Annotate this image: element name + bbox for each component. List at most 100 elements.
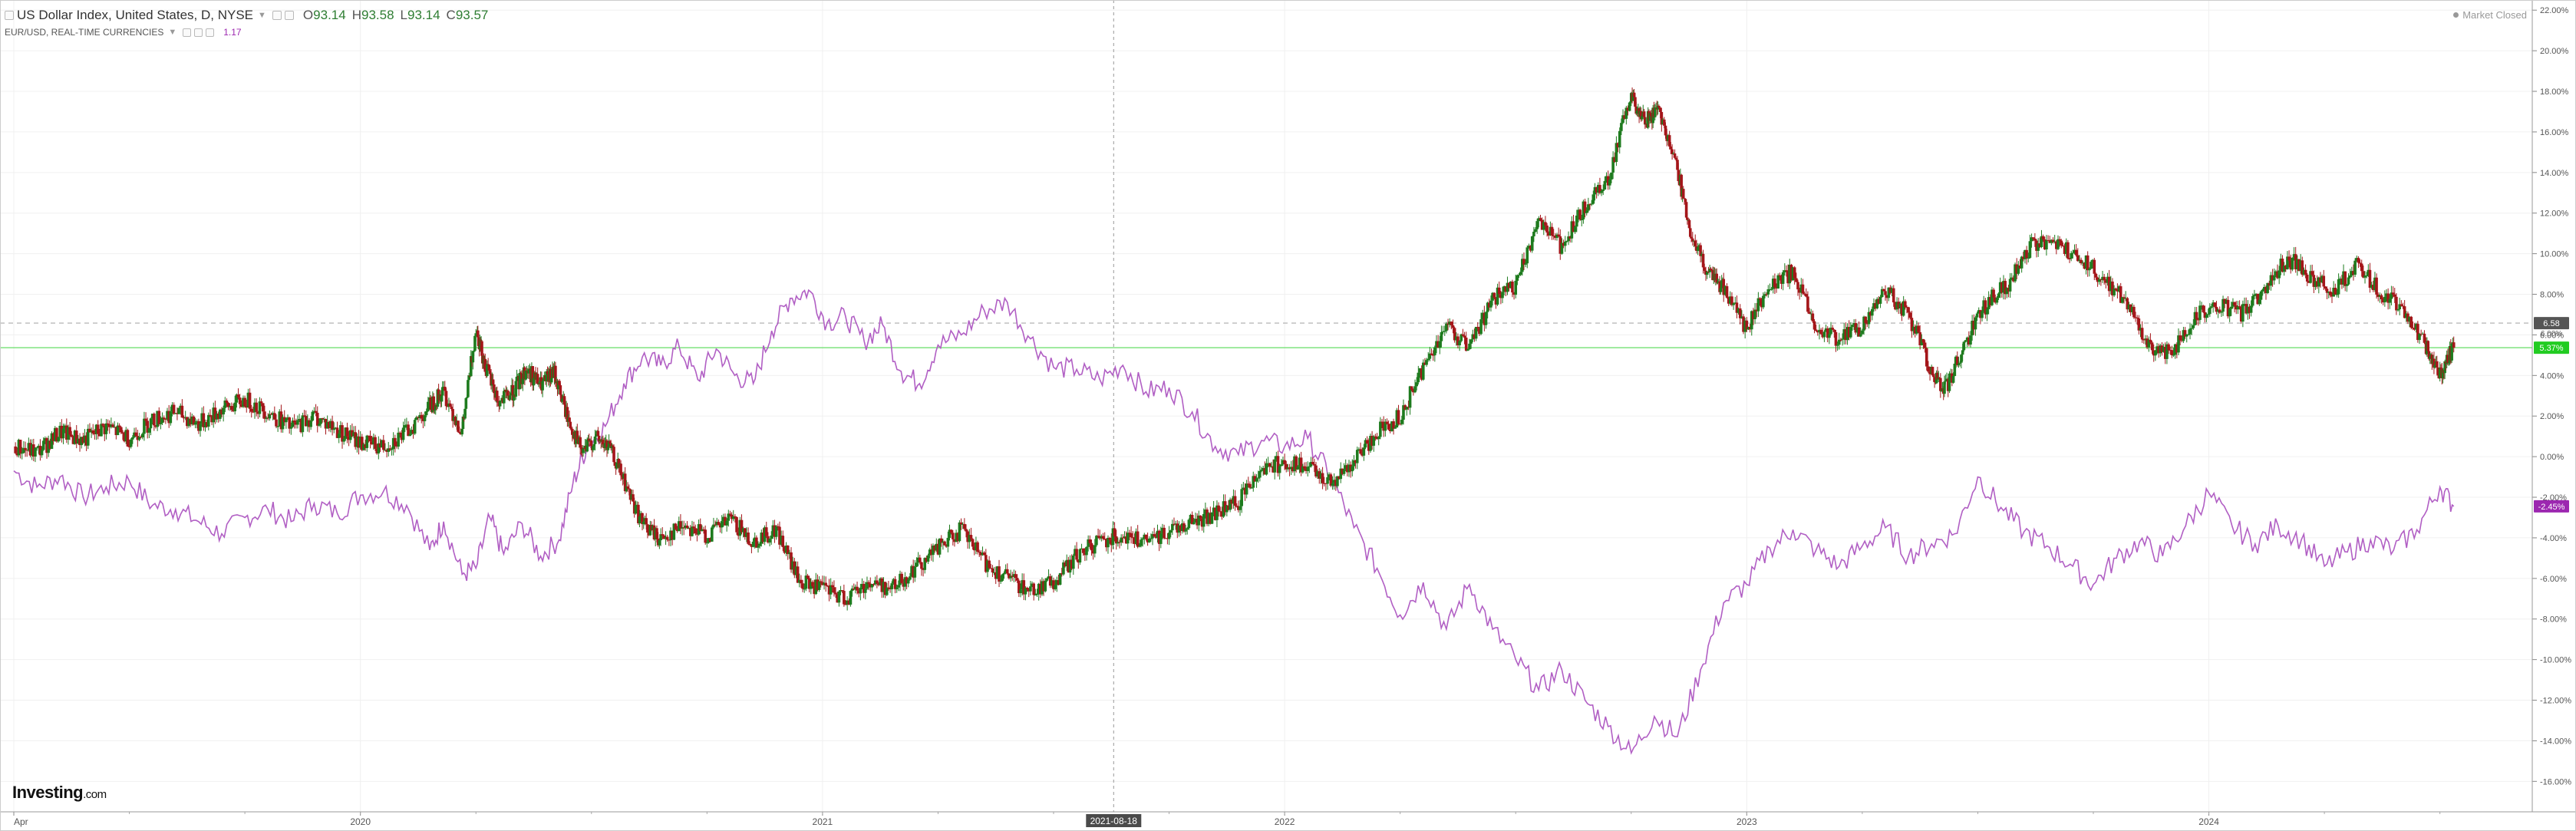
close-label: C — [446, 8, 456, 22]
candle-body — [930, 549, 933, 556]
candle-body — [190, 416, 194, 424]
collapse-legend-icon[interactable] — [5, 11, 14, 20]
settings-icon[interactable] — [194, 28, 203, 37]
candle-body — [411, 430, 415, 434]
candle-body — [1755, 309, 1759, 312]
candle-body — [1915, 325, 1918, 334]
candle-body — [1388, 429, 1392, 432]
candle-body — [781, 536, 785, 547]
candle-body — [731, 516, 735, 519]
candle-body — [275, 419, 278, 427]
settings-icon[interactable] — [284, 11, 294, 20]
last-secondary-label: 6.00% — [2541, 330, 2562, 338]
candle-body — [100, 424, 103, 437]
candle-body — [2027, 257, 2030, 259]
candle-body — [885, 587, 889, 595]
y-tick-label: 14.00% — [2540, 169, 2569, 178]
candle-body — [1549, 226, 1552, 236]
compare-symbol-name[interactable]: EUR/USD, REAL-TIME CURRENCIES — [5, 27, 164, 38]
candle-body — [180, 405, 184, 418]
chevron-down-icon[interactable]: ▼ — [258, 11, 266, 20]
candle-body — [2093, 259, 2096, 274]
candle-body — [1450, 322, 1453, 325]
candle-body — [1334, 480, 1337, 486]
candle-body — [1179, 525, 1182, 531]
candle-body — [129, 439, 133, 447]
candle-body — [2122, 297, 2126, 298]
candle-body — [1202, 513, 1206, 527]
candle-body — [230, 406, 233, 411]
candle-body — [1273, 459, 1277, 473]
candle-body — [1427, 358, 1430, 361]
candle-body — [2371, 285, 2375, 291]
candle-body — [440, 395, 444, 402]
candle-body — [2345, 284, 2349, 286]
candle-body — [2365, 275, 2368, 277]
candle-body — [2101, 276, 2104, 280]
candle-body — [1928, 371, 1931, 374]
candle-body — [702, 529, 705, 530]
candle-body — [1278, 466, 1281, 473]
candle-body — [339, 425, 342, 434]
candle-body — [576, 430, 579, 440]
candle-body — [994, 572, 998, 579]
remove-compare-icon[interactable] — [206, 28, 215, 37]
candle-body — [2423, 333, 2426, 343]
candle-body — [1852, 323, 1855, 325]
market-status-text: Market Closed — [2462, 9, 2527, 21]
candle-body — [856, 586, 859, 591]
candle-body — [1644, 117, 1647, 125]
candle-body — [1438, 341, 1442, 348]
candle-body — [603, 443, 607, 448]
candle-body — [2380, 295, 2383, 300]
visibility-toggle-icon[interactable] — [272, 11, 282, 20]
candle-body — [61, 428, 65, 439]
candle-body — [429, 397, 433, 411]
candle-body — [1598, 185, 1601, 193]
candle-body — [833, 587, 836, 593]
candle-body — [1521, 259, 1524, 272]
candle-body — [1753, 309, 1756, 320]
candle-body — [1801, 284, 1805, 294]
candle-body — [1563, 241, 1567, 246]
candle-body — [403, 425, 407, 428]
candle-body — [830, 585, 834, 588]
candle-body — [1481, 312, 1485, 320]
candle-body — [999, 580, 1002, 582]
candle-body — [1615, 143, 1618, 163]
candle-body — [210, 416, 213, 423]
candle-body — [2182, 330, 2185, 341]
candle-body — [2155, 346, 2159, 351]
candle-body — [786, 546, 790, 555]
candle-body — [1960, 354, 1963, 363]
candle-body — [1955, 356, 1959, 365]
candle-body — [585, 439, 589, 452]
candle-body — [1329, 474, 1333, 486]
candle-body — [2149, 339, 2152, 343]
candle-body — [173, 413, 177, 414]
candle-body — [2276, 271, 2279, 279]
candle-body — [1719, 288, 1723, 292]
candle-body — [1897, 302, 1901, 308]
x-tick-label: 2020 — [350, 816, 371, 827]
candle-body — [956, 533, 960, 542]
symbol-title[interactable]: US Dollar Index, United States, D, NYSE — [17, 8, 254, 22]
candle-body — [1658, 107, 1662, 112]
candle-body — [665, 536, 669, 540]
chevron-down-icon[interactable]: ▼ — [168, 28, 177, 37]
candle-body — [1250, 487, 1253, 489]
candle-body — [925, 558, 928, 562]
candle-body — [1229, 500, 1232, 510]
candle-body — [1328, 474, 1331, 478]
candle-body — [602, 440, 605, 445]
candle-body — [2314, 281, 2317, 287]
candle-body — [791, 561, 794, 570]
candle-body — [2268, 282, 2271, 286]
candle-body — [860, 583, 864, 588]
candle-body — [1171, 523, 1174, 531]
candle-body — [2421, 333, 2425, 335]
candle-body — [827, 585, 831, 595]
visibility-toggle-icon[interactable] — [183, 28, 192, 37]
candle-body — [2256, 293, 2260, 305]
